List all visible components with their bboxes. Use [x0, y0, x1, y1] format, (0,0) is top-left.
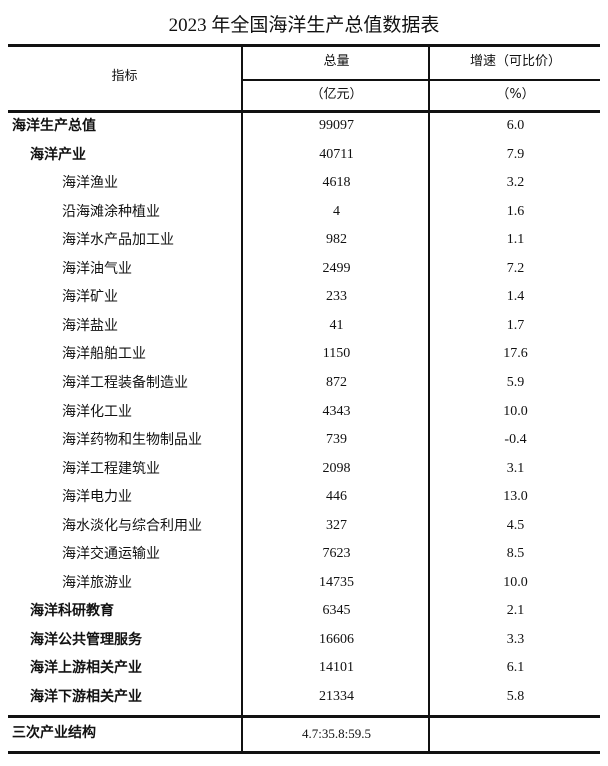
row-total: 4 — [333, 203, 340, 219]
row-name: 海洋下游相关产业 — [30, 689, 142, 705]
row-name: 海洋上游相关产业 — [30, 660, 142, 677]
row-growth: 3.2 — [506, 175, 525, 191]
row-growth: 6.1 — [506, 660, 525, 676]
footer-divider — [8, 715, 600, 718]
row-name: 海洋产业 — [30, 146, 86, 163]
row-total: 99097 — [319, 118, 354, 133]
footer-total: 4.7:35.8:59.5 — [302, 726, 371, 741]
header-growth-unit: （%） — [496, 87, 535, 102]
header-indicator: 指标 — [111, 69, 138, 84]
row-total: 4343 — [322, 403, 351, 419]
row-name: 海洋公共管理服务 — [30, 631, 142, 648]
row-total: 7623 — [322, 546, 351, 562]
row-name: 海洋旅游业 — [62, 574, 132, 591]
row-name: 海水淡化与综合利用业 — [62, 517, 202, 534]
table-bottom-border — [8, 751, 600, 754]
row-total: 327 — [326, 517, 347, 533]
column-divider-1 — [241, 44, 243, 754]
row-total: 6345 — [322, 603, 351, 619]
table-top-border — [8, 44, 600, 47]
row-total: 16606 — [319, 631, 354, 647]
row-growth: 7.9 — [506, 146, 525, 162]
header-growth: 增速（可比价） — [469, 54, 561, 69]
header-bottom-border — [8, 110, 600, 113]
row-growth: 2.1 — [506, 603, 525, 619]
row-total: 872 — [326, 374, 347, 390]
row-growth: 8.5 — [506, 546, 525, 562]
row-growth: 5.8 — [506, 689, 525, 704]
row-total: 21334 — [319, 689, 354, 704]
row-growth: 13.0 — [503, 489, 528, 505]
row-growth: 1.6 — [506, 203, 525, 219]
footer-name: 三次产业结构 — [12, 725, 96, 741]
header-sub-divider — [243, 79, 600, 81]
row-name: 海洋交通运输业 — [62, 546, 160, 563]
row-name: 海洋生产总值 — [12, 118, 96, 134]
row-total: 2098 — [322, 460, 351, 476]
row-name: 海洋科研教育 — [30, 603, 114, 620]
row-name: 海洋水产品加工业 — [62, 232, 174, 249]
row-growth: 1.4 — [506, 289, 525, 305]
row-total: 4618 — [322, 175, 351, 191]
row-growth: 4.5 — [506, 517, 525, 533]
row-total: 233 — [326, 289, 347, 305]
row-total: 40711 — [319, 146, 354, 162]
row-total: 982 — [326, 232, 347, 248]
row-name: 沿海滩涂种植业 — [62, 203, 160, 220]
row-total: 14735 — [319, 574, 354, 590]
header-total-unit: （亿元） — [310, 87, 363, 102]
row-growth: -0.4 — [504, 432, 527, 448]
row-growth: 10.0 — [503, 403, 528, 419]
table-title: 2023 年全国海洋生产总值数据表 — [168, 15, 440, 36]
column-divider-2 — [428, 44, 430, 754]
row-name: 海洋油气业 — [62, 260, 132, 277]
row-growth: 3.3 — [506, 631, 525, 647]
row-name: 海洋工程装备制造业 — [62, 374, 188, 391]
row-name: 海洋电力业 — [62, 489, 132, 506]
row-growth: 10.0 — [503, 574, 528, 590]
row-total: 14101 — [319, 660, 354, 676]
row-total: 41 — [329, 317, 344, 333]
row-total: 2499 — [322, 260, 351, 276]
row-growth: 1.7 — [506, 317, 525, 333]
row-name: 海洋矿业 — [62, 289, 118, 306]
row-name: 海洋盐业 — [62, 317, 118, 334]
header-total: 总量 — [323, 54, 350, 69]
row-total: 446 — [326, 489, 347, 505]
row-name: 海洋化工业 — [62, 403, 132, 420]
row-name: 海洋工程建筑业 — [62, 460, 160, 477]
row-name: 海洋渔业 — [62, 175, 118, 192]
row-growth: 17.6 — [503, 346, 528, 362]
row-total: 739 — [326, 432, 347, 448]
row-name: 海洋船舶工业 — [62, 346, 146, 363]
row-name: 海洋药物和生物制品业 — [62, 432, 202, 449]
row-growth: 5.9 — [506, 374, 525, 390]
row-growth: 6.0 — [506, 118, 525, 133]
row-total: 1150 — [322, 346, 351, 362]
row-growth: 1.1 — [506, 232, 525, 248]
row-growth: 7.2 — [506, 260, 525, 276]
row-growth: 3.1 — [506, 460, 525, 476]
